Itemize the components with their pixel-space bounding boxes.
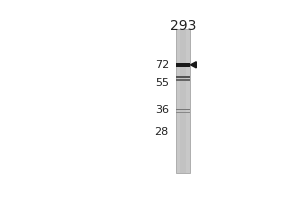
Bar — [180, 29, 186, 173]
Text: 55: 55 — [155, 78, 169, 88]
Text: 293: 293 — [169, 19, 196, 33]
Text: 72: 72 — [154, 60, 169, 70]
Polygon shape — [190, 62, 196, 68]
Bar — [176, 29, 190, 173]
Bar — [176, 112, 190, 113]
Bar — [176, 63, 190, 67]
Text: 28: 28 — [154, 127, 169, 137]
Bar — [176, 79, 190, 81]
Text: 36: 36 — [155, 105, 169, 115]
Bar — [176, 109, 190, 110]
Bar — [176, 76, 190, 78]
